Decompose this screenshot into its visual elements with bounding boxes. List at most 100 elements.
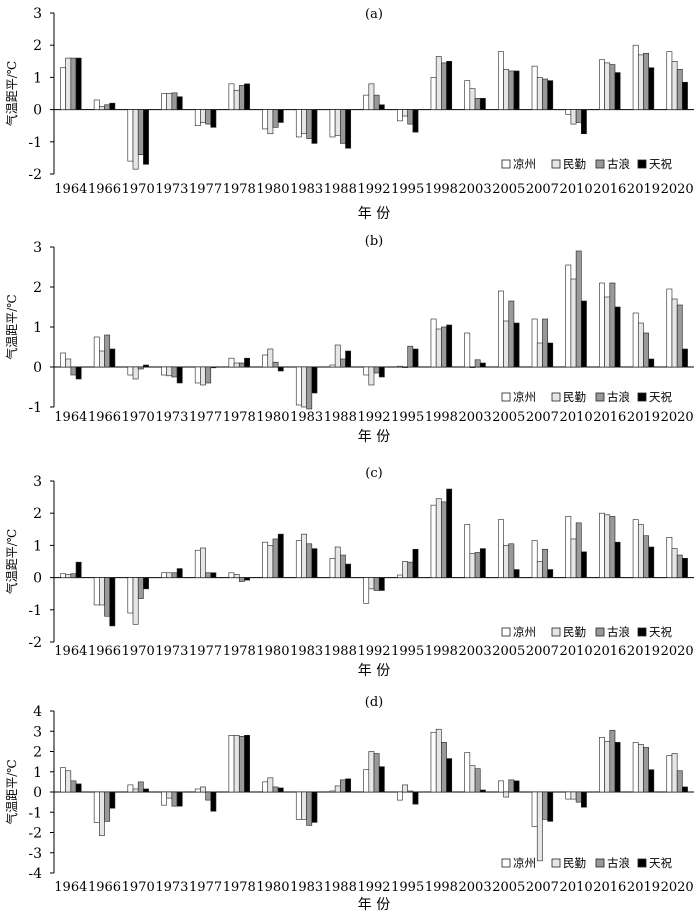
bar-古浪-1992: [373, 366, 380, 374]
bar-民勤-1966: [99, 791, 105, 836]
bar-凉州-2016: [599, 512, 605, 578]
x-tick-label: 2007: [526, 644, 559, 659]
bar-古浪-2005: [508, 70, 515, 110]
bar-凉州-1983: [295, 366, 302, 406]
bar-民勤-1995: [402, 109, 408, 117]
bar-古浪-2005: [508, 300, 515, 368]
y-tick-label: 0: [33, 103, 42, 119]
bar-天祝-1980: [277, 533, 284, 578]
bar-民勤-1980: [267, 545, 274, 578]
bar-民勤-1980: [267, 109, 274, 135]
bar-天祝-1977: [210, 366, 217, 369]
x-tick-label: 1988: [324, 880, 357, 895]
bar-天祝-1998: [446, 488, 453, 578]
bar-古浪-2005: [508, 543, 515, 578]
bar-民勤-1973: [166, 572, 173, 578]
bar-凉州-1998: [430, 504, 437, 578]
bar-民勤-1983: [301, 791, 307, 820]
x-tick-label: 2016: [593, 182, 626, 197]
bar-古浪-1988: [340, 109, 346, 144]
y-tick-label: -2: [28, 635, 42, 651]
legend-swatch-凉州: [501, 627, 511, 637]
bar-古浪-1966: [104, 334, 111, 368]
bar-古浪-2007: [542, 791, 548, 820]
bar-天祝-1988: [345, 778, 352, 793]
x-tick-label: 1998: [425, 880, 458, 895]
bar-天祝-1983: [311, 791, 318, 823]
bar-民勤-2005: [503, 545, 510, 578]
panel-title: (b): [365, 234, 383, 249]
bar-民勤-2005: [503, 320, 510, 368]
legend-swatch-民勤: [551, 159, 561, 169]
bar-古浪-1966: [104, 791, 111, 822]
bar-天祝-2005: [513, 569, 520, 578]
bar-凉州-2003: [464, 332, 471, 368]
bar-古浪-1983: [306, 543, 313, 578]
x-tick-label: 1966: [88, 410, 121, 425]
x-tick-label: 2016: [593, 410, 626, 425]
x-tick-label: 2020: [661, 644, 694, 659]
bar-民勤-1964: [65, 57, 72, 110]
x-tick-label: 2016: [593, 880, 626, 895]
legend-label: 民勤: [563, 625, 586, 639]
bar-民勤-1998: [435, 56, 442, 110]
bar-古浪-1980: [272, 109, 279, 128]
x-tick-label: 1970: [122, 880, 155, 895]
bar-凉州-1978: [228, 572, 235, 578]
bar-民勤-1964: [65, 358, 72, 368]
bar-天祝-1970: [143, 364, 149, 368]
bar-凉州-1970: [127, 109, 134, 162]
bar-凉州-1973: [161, 366, 167, 376]
y-axis-label: 气温距平/℃: [4, 759, 19, 824]
bar-天祝-1970: [143, 788, 149, 793]
bar-民勤-1992: [368, 366, 375, 386]
x-tick-label: 1995: [391, 880, 424, 895]
bar-古浪-1988: [340, 779, 346, 793]
bar-古浪-1995: [407, 561, 414, 578]
bar-天祝-2016: [614, 72, 621, 110]
bar-天祝-1995: [412, 791, 419, 805]
x-tick-label: 2010: [560, 880, 593, 895]
bar-民勤-1970: [132, 788, 139, 793]
bar-天祝-1970: [143, 109, 149, 165]
bar-凉州-2020: [666, 288, 673, 368]
y-tick-label: -2: [28, 826, 42, 842]
x-tick-label: 1973: [155, 410, 188, 425]
y-tick-label: 1: [33, 538, 42, 554]
x-tick-label: 1964: [54, 880, 87, 895]
bar-凉州-1978: [228, 357, 235, 368]
bar-天祝-2007: [547, 569, 554, 578]
x-tick-label: 1964: [54, 644, 87, 659]
bar-凉州-1980: [262, 541, 269, 578]
bar-民勤-2005: [503, 791, 510, 798]
bar-民勤-1980: [267, 348, 274, 368]
bar-民勤-2016: [604, 514, 611, 578]
bar-凉州-1977: [194, 366, 201, 384]
legend-swatch-古浪: [595, 392, 605, 402]
chart-panel-a: (a) -2 -1 0 1 2 3 气温距平/℃ 1964 1966 1970 1973 1977 197…: [4, 6, 694, 222]
bar-天祝-2020: [682, 786, 688, 793]
x-tick-label: 1998: [425, 410, 458, 425]
y-tick-label: -1: [28, 400, 42, 416]
bar-天祝-2005: [513, 322, 520, 368]
bar-凉州-2007: [531, 540, 538, 578]
bar-凉州-1966: [93, 336, 100, 368]
x-axis-label: 年 份: [358, 897, 390, 913]
y-tick-label: 2: [33, 745, 42, 761]
bar-天祝-1988: [345, 109, 352, 149]
bar-天祝-2019: [648, 358, 655, 368]
y-tick-label: 4: [33, 704, 42, 720]
y-tick-label: 1: [33, 70, 42, 86]
bar-古浪-1983: [306, 366, 313, 410]
x-tick-label: 1988: [324, 644, 357, 659]
bar-天祝-1978: [244, 357, 250, 368]
legend-label: 凉州: [513, 157, 536, 171]
bar-古浪-1998: [441, 742, 447, 793]
bar-天祝-1966: [109, 577, 116, 627]
legend-label: 凉州: [513, 625, 536, 639]
bar-凉州-1966: [93, 99, 100, 110]
bar-民勤-2003: [469, 88, 476, 110]
bar-古浪-1978: [238, 736, 245, 793]
